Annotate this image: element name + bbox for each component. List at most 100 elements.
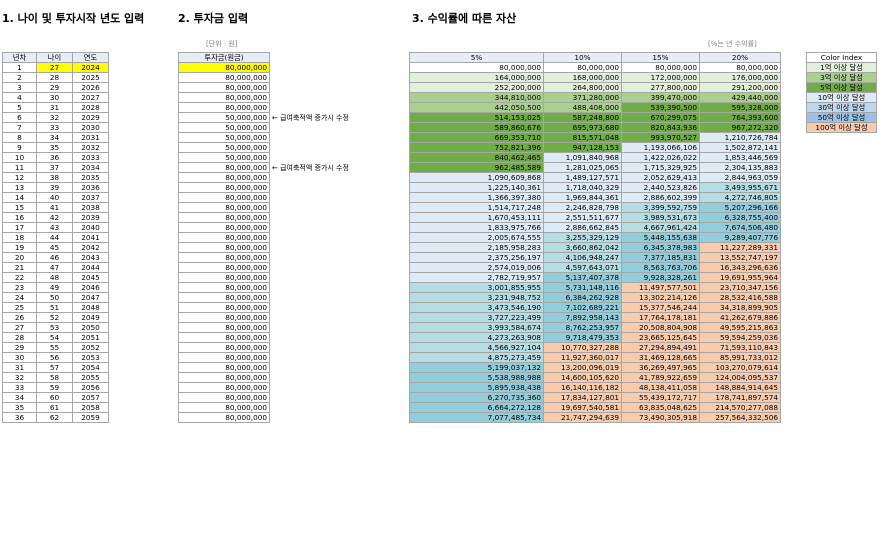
legend-row: 30억 이상 달성 (806, 102, 877, 113)
table-row: 669,353,710 815,571,048 993,970,527 1,210,7… (409, 132, 781, 143)
investment-cell[interactable]: 80,000,000 (178, 312, 270, 323)
asset-value-cell: 670,299,075 (621, 112, 700, 123)
table-row: 80,000,000 (178, 322, 270, 333)
asset-value-cell: 148,884,914,645 (699, 382, 781, 393)
asset-value-cell: 2,844,963,059 (699, 172, 781, 183)
year-no-cell: 27 (2, 322, 37, 333)
investment-cell[interactable]: 80,000,000 (178, 202, 270, 213)
asset-value-cell: 1,715,329,925 (621, 162, 700, 173)
asset-value-cell: 7,377,185,831 (621, 252, 700, 263)
investment-cell[interactable]: 80,000,000 (178, 352, 270, 363)
asset-value-cell: 80,000,000 (621, 62, 700, 73)
investment-cell[interactable]: 50,000,000 (178, 152, 270, 163)
table-row: 80,000,000 (178, 362, 270, 373)
investment-cell[interactable]: 80,000,000 (178, 252, 270, 263)
investment-cell[interactable]: 80,000,000 (178, 332, 270, 343)
table-row: 962,485,589 1,281,025,065 1,715,329,925 2,3… (409, 162, 781, 173)
asset-value-cell: 2,886,662,845 (543, 222, 622, 233)
investment-cell[interactable]: 50,000,000 (178, 132, 270, 143)
investment-cell[interactable]: 80,000,000 (178, 192, 270, 203)
age-cell: 30 (36, 92, 73, 103)
table-row: 3,993,584,674 8,762,253,957 20,508,804,908… (409, 322, 781, 333)
table-row: 80,000,000 (178, 172, 270, 183)
asset-value-cell: 2,185,958,283 (409, 242, 544, 253)
investment-cell[interactable]: 50,000,000 (178, 112, 270, 123)
age-cell: 53 (36, 322, 73, 333)
investment-cell[interactable]: 80,000,000 (178, 282, 270, 293)
asset-value-cell: 9,718,479,353 (543, 332, 622, 343)
legend-row: 100억 이상 달성 (806, 122, 877, 133)
investment-cell[interactable]: 80,000,000 (178, 292, 270, 303)
table-row: 2 28 2025 (2, 72, 109, 83)
age-cell: 55 (36, 342, 73, 353)
investment-cell[interactable]: 80,000,000 (178, 172, 270, 183)
investment-cell[interactable]: 80,000,000 (178, 212, 270, 223)
investment-cell[interactable]: 80,000,000 (178, 372, 270, 383)
year-cell: 2028 (72, 102, 109, 113)
investment-cell[interactable]: 80,000,000 (178, 272, 270, 283)
table-row: 80,000,000 (178, 82, 270, 93)
investment-cell[interactable]: 80,000,000 (178, 322, 270, 333)
investment-cell[interactable]: 80,000,000 (178, 162, 270, 173)
investment-cell[interactable]: 80,000,000 (178, 222, 270, 233)
investment-cell[interactable]: 50,000,000 (178, 142, 270, 153)
investment-cell[interactable]: 50,000,000 (178, 122, 270, 133)
assets-table: 5% 10% 15% 20% 80,000,000 80,000,000 80,000,0… (409, 52, 781, 423)
age-cell: 39 (36, 182, 73, 193)
legend-row: 3억 이상 달성 (806, 72, 877, 83)
table-row: 35 61 2058 (2, 402, 109, 413)
investment-cell[interactable]: 80,000,000 (178, 72, 270, 83)
table-row: 344,810,000 371,280,000 399,470,000 429,440… (409, 92, 781, 103)
asset-value-cell: 967,272,320 (699, 122, 781, 133)
age-cell: 61 (36, 402, 73, 413)
investment-cell[interactable]: 80,000,000 (178, 402, 270, 413)
asset-value-cell: 1,366,397,380 (409, 192, 544, 203)
table-row: 840,462,465 1,091,840,968 1,422,026,022 1,8… (409, 152, 781, 163)
asset-value-cell: 21,747,294,639 (543, 412, 622, 423)
table-row: 16 42 2039 (2, 212, 109, 223)
table-row: 22 48 2045 (2, 272, 109, 283)
investment-cell[interactable]: 80,000,000 (178, 232, 270, 243)
age-cell: 57 (36, 362, 73, 373)
investment-cell[interactable]: 80,000,000 (178, 82, 270, 93)
table-row: 252,200,000 264,800,000 277,800,000 291,200… (409, 82, 781, 93)
asset-value-cell: 4,273,263,908 (409, 332, 544, 343)
investment-cell[interactable]: 80,000,000 (178, 242, 270, 253)
asset-value-cell: 962,485,589 (409, 162, 544, 173)
table-row: 29 55 2052 (2, 342, 109, 353)
asset-value-cell: 1,670,453,111 (409, 212, 544, 223)
year-cell: 2042 (72, 242, 109, 253)
year-no-cell: 24 (2, 292, 37, 303)
investment-cell[interactable]: 80,000,000 (178, 342, 270, 353)
investment-cell[interactable]: 80,000,000 (178, 382, 270, 393)
age-cell[interactable]: 27 (36, 62, 73, 73)
table-row: 6,664,272,128 19,697,540,581 63,835,048,62… (409, 402, 781, 413)
legend-row: 1억 이상 달성 (806, 62, 877, 73)
investment-cell[interactable]: 80,000,000 (178, 92, 270, 103)
year-no-cell: 25 (2, 302, 37, 313)
investment-cell[interactable]: 80,000,000 (178, 182, 270, 193)
year-cell[interactable]: 2024 (72, 62, 109, 73)
table-row: 1,670,453,111 2,551,511,677 3,989,531,673 6… (409, 212, 781, 223)
asset-value-cell: 214,570,277,088 (699, 402, 781, 413)
year-no-cell: 36 (2, 412, 37, 423)
investment-cell[interactable]: 80,000,000 (178, 412, 270, 423)
asset-value-cell: 264,800,000 (543, 82, 622, 93)
table-row: 4,273,263,908 9,718,479,353 23,665,125,645… (409, 332, 781, 343)
legend-row: 5억 이상 달성 (806, 82, 877, 93)
investment-cell[interactable]: 80,000,000 (178, 362, 270, 373)
year-cell: 2026 (72, 82, 109, 93)
year-cell: 2034 (72, 162, 109, 173)
investment-cell[interactable]: 80,000,000 (178, 302, 270, 313)
investment-cell[interactable]: 80,000,000 (178, 62, 270, 73)
year-cell: 2046 (72, 282, 109, 293)
year-cell: 2048 (72, 302, 109, 313)
investment-cell[interactable]: 80,000,000 (178, 262, 270, 273)
table-row: 7,077,485,734 21,747,294,639 73,490,305,91… (409, 412, 781, 423)
investment-cell[interactable]: 80,000,000 (178, 102, 270, 113)
investment-cell[interactable]: 80,000,000 (178, 392, 270, 403)
year-cell: 2037 (72, 192, 109, 203)
asset-value-cell: 752,821,396 (409, 142, 544, 153)
table-row: 14 40 2037 (2, 192, 109, 203)
age-cell: 56 (36, 352, 73, 363)
